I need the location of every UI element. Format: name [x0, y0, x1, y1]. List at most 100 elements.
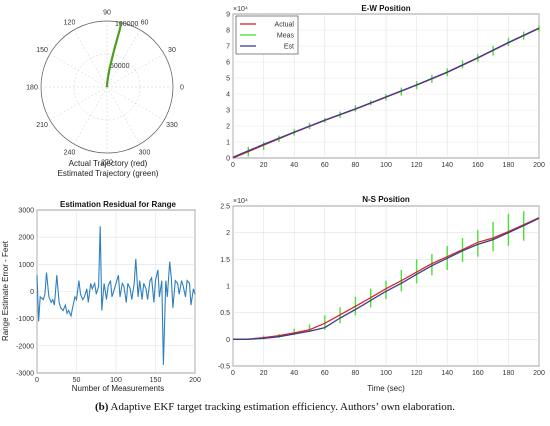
ew-title: E-W Position — [361, 4, 410, 13]
ew-xtick-label: 80 — [352, 162, 360, 169]
res-xtick-label: 50 — [73, 377, 81, 384]
ns-xtick-label: 80 — [352, 370, 360, 377]
polar-xlabel: Actual Trajectory (red) — [69, 159, 148, 168]
caption-text: Adaptive EKF target tracking estimation … — [108, 401, 456, 413]
ew-xtick-label: 120 — [411, 162, 423, 169]
polar-angle-label: 270 — [101, 160, 113, 167]
ew-xtick-label: 200 — [533, 162, 545, 169]
polar-xlabel2: Estimated Trajectory (green) — [58, 169, 159, 178]
ew-ytick-label: 8 — [226, 28, 230, 35]
polar-spoke — [106, 86, 165, 121]
res-ytick-label: -1000 — [16, 316, 34, 323]
ns-xtick-label: 0 — [231, 370, 235, 377]
polar-angle-label: 30 — [168, 47, 176, 54]
ns-xtick-label: 20 — [260, 370, 268, 377]
ns-xtick-label: 180 — [503, 370, 515, 377]
ew-ytick-label: 2 — [226, 124, 230, 131]
polar-angle-label: 210 — [36, 122, 48, 129]
polar-trajectory-line — [105, 22, 123, 88]
ew-ytick-label: 0 — [226, 156, 230, 163]
ns-ytick-label: 0.5 — [220, 310, 230, 317]
ns-ytick-label: 1.5 — [220, 257, 230, 264]
ew-xtick-label: 100 — [380, 162, 392, 169]
ns-ytick-label: -0.5 — [218, 364, 230, 371]
res-ytick-label: 3000 — [18, 208, 34, 215]
ew-xtick-label: 60 — [321, 162, 329, 169]
res-xtick-label: 150 — [150, 377, 162, 384]
res-xtick-label: 0 — [35, 377, 39, 384]
residual-title: Estimation Residual for Range — [60, 200, 177, 209]
ns-ytick-label: 2 — [226, 230, 230, 237]
polar-angle-label: 300 — [139, 149, 151, 156]
caption-label: (b) — [94, 401, 109, 413]
res-ytick-label: 2000 — [18, 235, 34, 242]
polar-radial-tick: 100000 — [115, 21, 138, 28]
ns-xtick-label: 100 — [380, 370, 392, 377]
ew-legend: Actual Meas Est — [235, 15, 299, 55]
ns-xlabel: Time (sec) — [367, 384, 405, 393]
ew-xtick-label: 140 — [441, 162, 453, 169]
polar-radial-tick: 50000 — [110, 63, 130, 70]
ew-ytick-label: 5 — [226, 76, 230, 83]
polar-spoke — [106, 86, 141, 145]
legend-actual-label: Actual — [275, 22, 295, 29]
ew-exponent: ×10⁴ — [233, 6, 248, 13]
residual-chart: Estimation Residual for Range 0 50 100 150 2… — [1, 200, 201, 393]
ew-xtick-label: 160 — [472, 162, 484, 169]
ns-title: N-S Position — [362, 195, 410, 204]
polar-angle-label: 90 — [103, 10, 111, 17]
ew-ytick-label: 7 — [226, 44, 230, 51]
residual-line — [36, 226, 196, 365]
polar-spoke — [73, 29, 108, 88]
polar-angle-label: 150 — [36, 47, 48, 54]
res-ytick-label: -3000 — [16, 371, 34, 378]
polar-spoke — [49, 53, 108, 88]
ns-exponent: ×10⁴ — [233, 198, 248, 205]
legend-est-label: Est — [284, 44, 294, 51]
ns-xtick-label: 200 — [533, 370, 545, 377]
ns-ytick-label: 2.5 — [220, 204, 230, 211]
residual-xlabel: Number of Measurements — [72, 384, 164, 393]
res-xtick-label: 200 — [189, 377, 201, 384]
ns-position-chart: N-S Position ×10⁴ 0 20 40 60 80 100 120 140 160 1… — [218, 195, 545, 393]
res-xtick-label: 100 — [110, 377, 122, 384]
polar-angle-label: 180 — [26, 85, 38, 92]
ew-ytick-label: 3 — [226, 108, 230, 115]
ew-ytick-label: 6 — [226, 60, 230, 67]
ew-xtick-label: 180 — [503, 162, 515, 169]
polar-angle-label: 330 — [166, 122, 178, 129]
polar-angle-label: 120 — [64, 20, 76, 27]
ns-est-line — [233, 217, 540, 340]
polar-angle-label: 0 — [180, 85, 184, 92]
res-ytick-label: 0 — [30, 289, 34, 296]
polar-spoke — [106, 53, 165, 88]
polar-spoke — [49, 86, 108, 121]
polar-spoke — [73, 86, 108, 145]
ns-xtick-label: 120 — [411, 370, 423, 377]
ew-est-line — [232, 27, 540, 158]
res-ytick-label: 1000 — [18, 262, 34, 269]
ew-xtick-label: 20 — [260, 162, 268, 169]
ew-ytick-label: 4 — [226, 92, 230, 99]
ns-xtick-label: 40 — [290, 370, 298, 377]
residual-ylabel: Range Estimate Error - Feet — [1, 240, 10, 341]
ns-xtick-label: 60 — [321, 370, 329, 377]
ns-xtick-label: 140 — [441, 370, 453, 377]
ew-xtick-label: 0 — [231, 162, 235, 169]
ew-position-chart: E-W Position ×10⁴ 0 20 40 60 80 100 120 140 160 1… — [226, 4, 545, 169]
polar-spoke — [106, 29, 141, 88]
ew-ytick-label: 1 — [226, 140, 230, 147]
ew-ytick-label: 9 — [226, 12, 230, 19]
ns-ytick-label: 0 — [226, 337, 230, 344]
polar-angle-label: 240 — [64, 149, 76, 156]
res-ytick-label: -2000 — [16, 343, 34, 350]
figure-caption: (b) Adaptive EKF target tracking estimat… — [0, 401, 550, 413]
ns-xtick-label: 160 — [472, 370, 484, 377]
legend-meas-label: Meas — [277, 33, 295, 40]
ns-actual-line — [232, 217, 540, 340]
polar-angle-label: 60 — [141, 20, 149, 27]
ns-ytick-label: 1 — [226, 284, 230, 291]
ew-xtick-label: 40 — [290, 162, 298, 169]
